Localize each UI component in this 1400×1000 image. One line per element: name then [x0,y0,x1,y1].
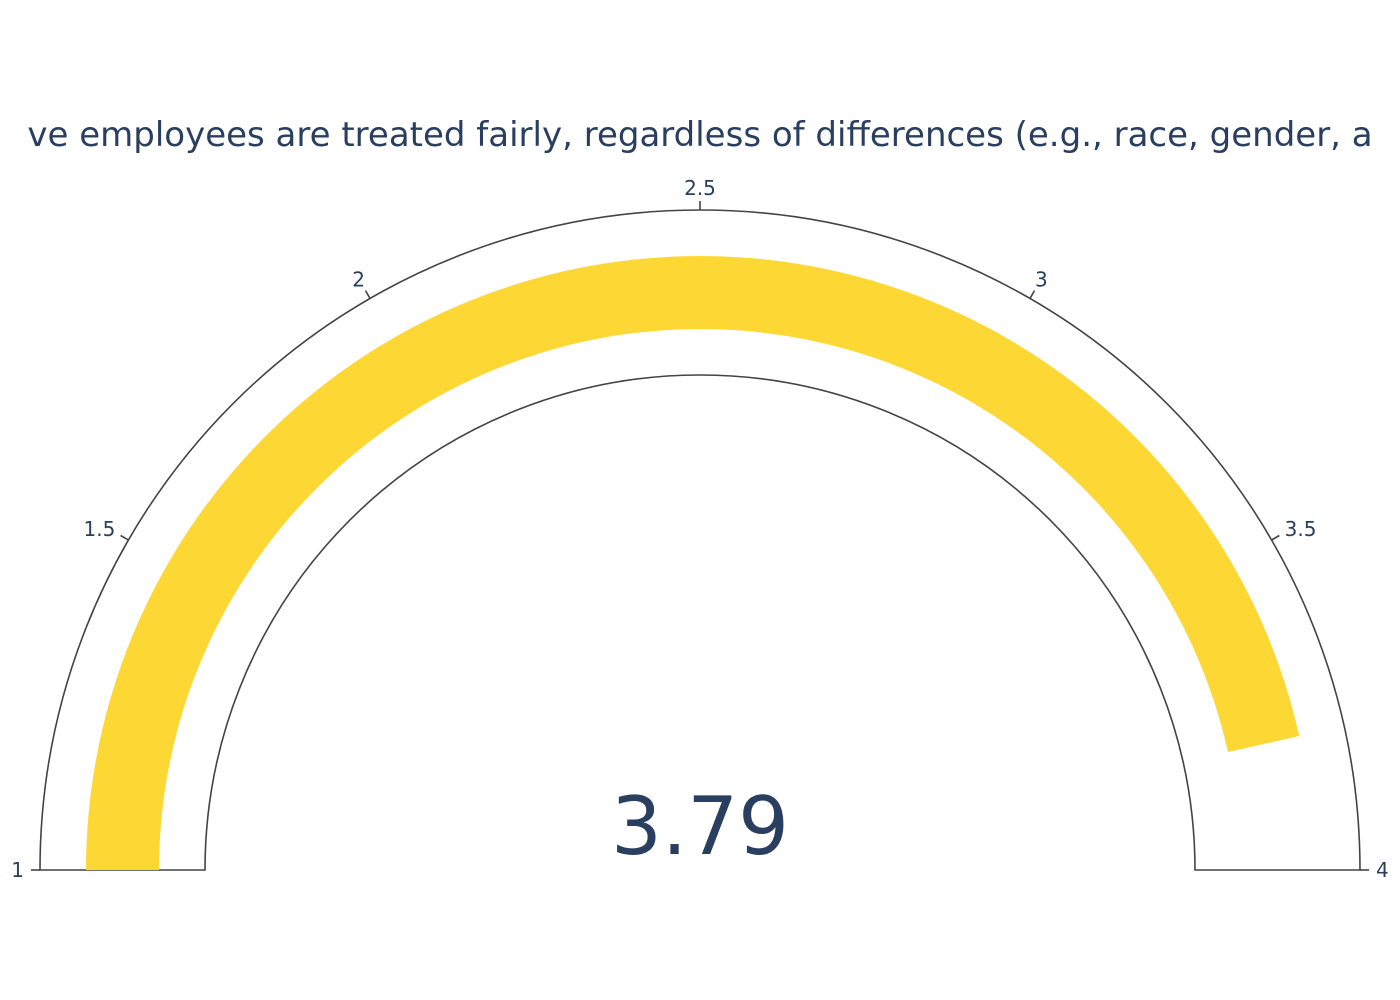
gauge-tick-mark [1271,534,1280,541]
gauge-tick-label: 1.5 [84,517,116,541]
gauge-tick-mark [364,290,371,299]
gauge-frame [39,209,1361,871]
gauge-tick-label: 3.5 [1285,517,1317,541]
gauge-tick-mark [1029,290,1036,299]
gauge-tick-label: 2.5 [684,176,716,200]
gauge-value-bar [86,256,1300,870]
gauge-value-number: 3.79 [611,780,789,873]
gauge-tick-label: 1 [11,858,24,882]
gauge-tick-label: 2 [352,267,365,291]
gauge-tick-label: 3 [1035,267,1048,291]
gauge-ticks: 1 1.5 2 2.5 3 3.5 4 [11,176,1388,882]
chart-title: ve employees are treated fairly, regardl… [27,115,1372,155]
gauge-tick-mark [120,534,129,541]
gauge-tick-label: 4 [1376,858,1389,882]
